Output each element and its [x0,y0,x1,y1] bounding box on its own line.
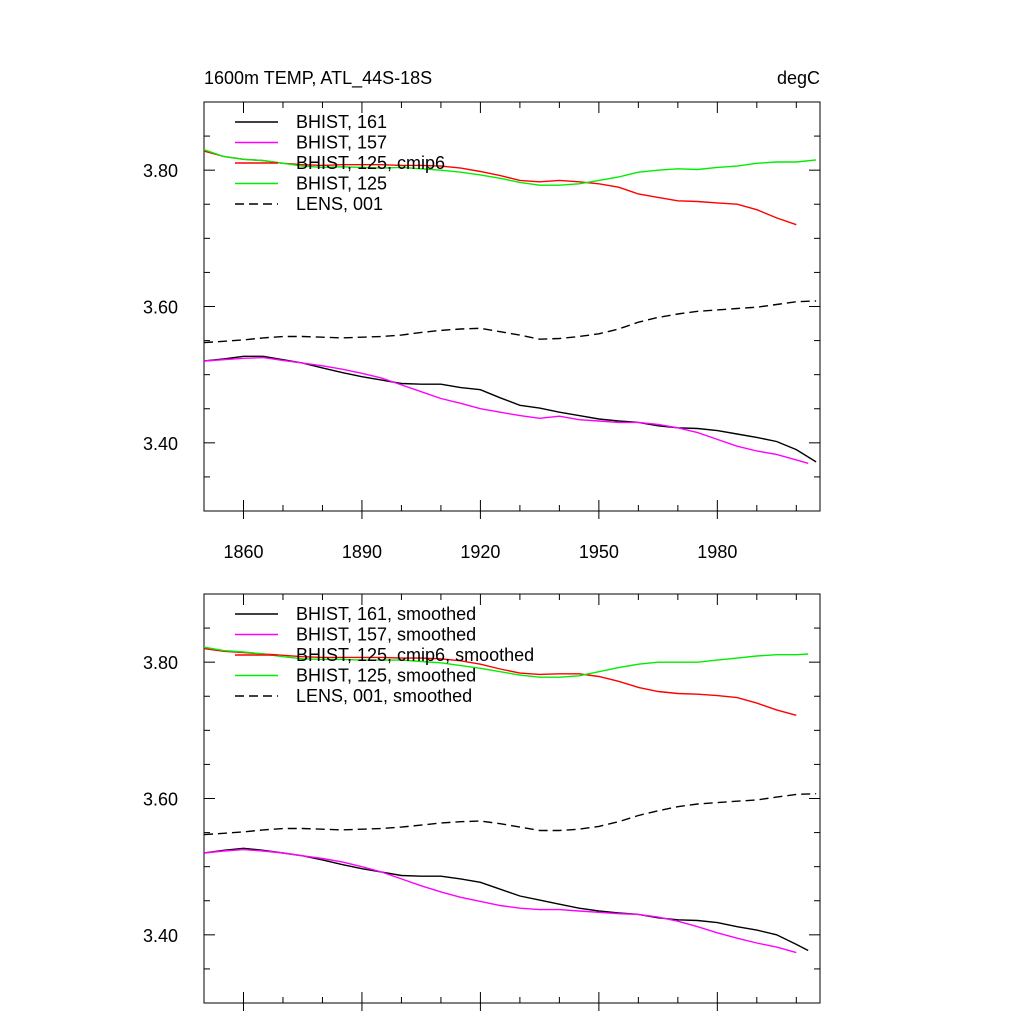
legend-label: BHIST, 157, smoothed [296,625,476,645]
x-tick-label: 1890 [342,542,382,562]
legend-label: BHIST, 125, cmip6 [296,153,445,173]
x-tick-label: 1950 [579,542,619,562]
top-panel: 3.40 3.60 3.80 1860 1890 1920 1950 1980 BHIST, 1… [143,101,821,562]
legend-label: BHIST, 161 [296,112,387,132]
legend-label: BHIST, 125, smoothed [296,666,476,686]
y-tick-label: 3.60 [143,298,178,318]
x-tick-label: 1920 [460,542,500,562]
x-tick-label: 1980 [697,542,737,562]
legend-label: BHIST, 161, smoothed [296,604,476,624]
series-line [203,356,809,464]
series-line [203,793,817,836]
legend-label: LENS, 001, smoothed [296,686,472,706]
x-tick-label: 1860 [223,542,263,562]
y-tick-label: 3.80 [143,653,178,673]
legend-label: BHIST, 125, cmip6, smoothed [296,645,534,665]
chart-title: 1600m TEMP, ATL_44S-18S [204,68,432,89]
legend-label: LENS, 001 [296,194,383,214]
series-line [203,149,817,186]
y-tick-label: 3.80 [143,161,178,181]
legend-label: BHIST, 125 [296,174,387,194]
series-line [203,646,809,678]
series-line [203,355,817,463]
y-tick-label: 3.40 [143,434,178,454]
y-tick-label: 3.40 [143,926,178,946]
legend-label: BHIST, 157 [296,133,387,153]
series-line [203,150,797,226]
series-line [203,847,809,952]
series-line [203,300,817,344]
series-line [203,848,797,954]
units-label: degC [777,68,820,88]
y-tick-label: 3.60 [143,790,178,810]
series-line [203,647,797,716]
